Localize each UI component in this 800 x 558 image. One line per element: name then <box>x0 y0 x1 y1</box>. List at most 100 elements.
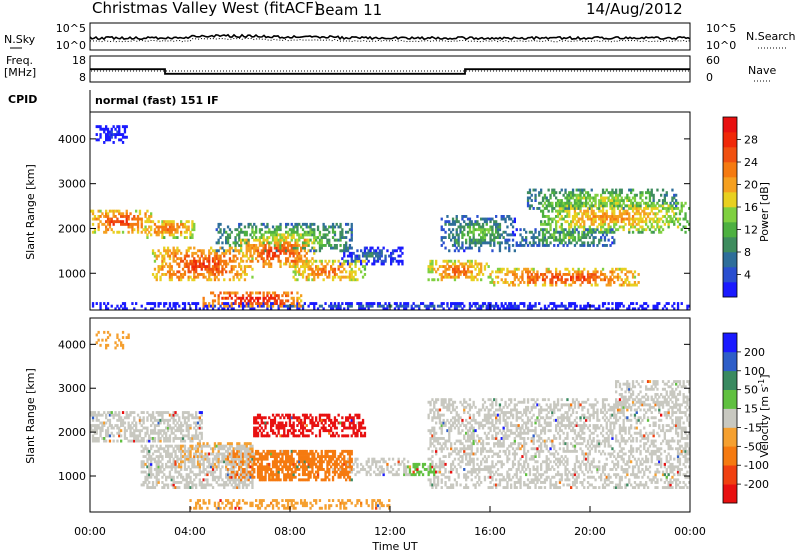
velocity-cell <box>268 434 270 437</box>
power-cell <box>242 252 244 255</box>
power-cell <box>306 257 308 260</box>
velocity-cell <box>154 429 156 432</box>
power-cell <box>146 228 148 231</box>
velocity-cell <box>103 411 105 414</box>
power-cell <box>538 231 540 234</box>
power-cell <box>555 228 557 231</box>
power-cell <box>521 278 523 281</box>
velocity-cell <box>174 411 176 414</box>
power-cell <box>437 278 439 281</box>
power-cell <box>238 252 240 255</box>
power-cell <box>636 194 638 197</box>
power-cell <box>249 233 251 236</box>
power-cell <box>373 302 375 305</box>
power-cell <box>527 284 529 287</box>
power-cell <box>675 212 677 215</box>
velocity-cell <box>251 481 253 484</box>
power-cell <box>624 281 626 284</box>
power-cell <box>353 276 355 279</box>
velocity-cell <box>158 434 160 437</box>
velocity-cell <box>263 499 265 502</box>
velocity-cell <box>158 458 160 461</box>
power-cell <box>446 302 448 305</box>
power-cell <box>516 276 518 279</box>
velocity-cell <box>197 437 199 440</box>
velocity-cell <box>268 504 270 507</box>
power-cell <box>589 278 591 281</box>
power-cell <box>461 244 463 247</box>
velocity-cell <box>264 476 266 479</box>
velocity-cell <box>216 481 218 484</box>
power-cell <box>137 231 139 234</box>
power-cell <box>480 244 482 247</box>
power-cell <box>208 249 210 252</box>
power-cell <box>463 249 465 252</box>
power-cell <box>527 273 529 276</box>
velocity-cell <box>167 411 169 414</box>
power-cell <box>111 218 113 221</box>
velocity-cell <box>219 471 221 474</box>
power-cell <box>634 281 636 284</box>
velocity-cell <box>103 331 105 334</box>
power-cell <box>242 260 244 263</box>
power-cell <box>643 215 645 218</box>
power-cell <box>512 239 514 242</box>
velocity-cell <box>214 447 216 450</box>
velocity-cell <box>163 447 165 450</box>
power-cell <box>458 265 460 268</box>
power-cell <box>628 281 630 284</box>
power-cell <box>334 268 336 271</box>
velocity-cell <box>195 476 197 479</box>
power-cell <box>489 241 491 244</box>
velocity-cell <box>109 434 111 437</box>
power-cell <box>615 189 617 192</box>
cpid-label: CPID <box>8 93 37 106</box>
power-cell <box>251 292 253 295</box>
power-cell <box>278 257 280 260</box>
velocity-cell <box>129 424 131 427</box>
freq-left-tick-bottom: 8 <box>79 71 86 84</box>
velocity-cell <box>111 411 113 414</box>
power-cell <box>471 270 473 273</box>
power-cell <box>231 247 233 250</box>
power-cell <box>328 239 330 242</box>
power-cell <box>469 302 471 305</box>
velocity-cell <box>268 416 270 419</box>
power-cell <box>351 273 353 276</box>
velocity-cell <box>180 468 182 471</box>
velocity-cell <box>118 414 120 417</box>
power-cell <box>99 125 101 128</box>
power-cell <box>594 204 596 207</box>
power-cell <box>525 241 527 244</box>
power-cell <box>354 263 356 266</box>
velocity-cell <box>203 465 205 468</box>
power-cell <box>219 257 221 260</box>
power-cell <box>459 305 461 308</box>
power-cell <box>137 215 139 218</box>
velocity-cell <box>152 481 154 484</box>
velocity-cell <box>163 473 165 476</box>
power-cell <box>351 223 353 226</box>
power-cell <box>662 189 664 192</box>
power-cell <box>351 226 353 229</box>
power-cell <box>628 305 630 308</box>
power-cell <box>165 263 167 266</box>
power-cell <box>150 233 152 236</box>
power-cell <box>465 215 467 218</box>
power-cell <box>126 220 128 223</box>
power-cell <box>514 302 516 305</box>
power-cell <box>263 299 265 302</box>
power-cell <box>611 278 613 281</box>
power-cell <box>643 210 645 213</box>
velocity-cell <box>146 416 148 419</box>
power-cell <box>579 278 581 281</box>
power-cell <box>662 220 664 223</box>
power-cell <box>208 255 210 258</box>
power-cell <box>606 218 608 221</box>
power-cell <box>234 239 236 242</box>
power-cell <box>668 302 670 305</box>
power-cell <box>684 226 686 229</box>
power-cell <box>92 223 94 226</box>
power-cell <box>551 202 553 205</box>
power-cell <box>345 244 347 247</box>
